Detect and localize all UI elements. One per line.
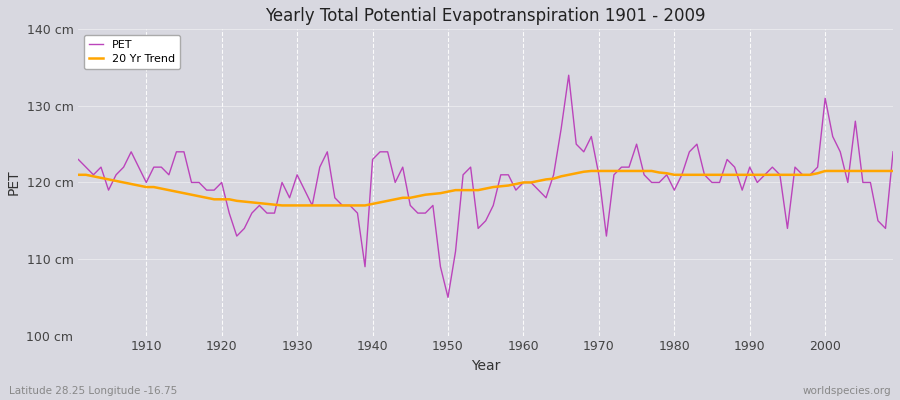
PET xyxy=(73,157,84,162)
PET xyxy=(133,165,144,170)
PET xyxy=(300,188,310,192)
20 Yr Trend xyxy=(133,183,144,188)
20 Yr Trend xyxy=(586,168,597,173)
PET xyxy=(887,150,898,154)
20 Yr Trend xyxy=(307,203,318,208)
20 Yr Trend xyxy=(526,180,536,185)
PET xyxy=(345,203,356,208)
20 Yr Trend xyxy=(887,168,898,173)
20 Yr Trend xyxy=(518,180,529,185)
Title: Yearly Total Potential Evapotranspiration 1901 - 2009: Yearly Total Potential Evapotranspiratio… xyxy=(266,7,706,25)
20 Yr Trend xyxy=(276,203,287,208)
Legend: PET, 20 Yr Trend: PET, 20 Yr Trend xyxy=(84,35,180,70)
Text: worldspecies.org: worldspecies.org xyxy=(803,386,891,396)
PET xyxy=(624,165,634,170)
Y-axis label: PET: PET xyxy=(7,170,21,195)
PET xyxy=(443,295,454,300)
20 Yr Trend xyxy=(73,172,84,177)
Line: PET: PET xyxy=(78,75,893,297)
X-axis label: Year: Year xyxy=(471,359,500,373)
Line: 20 Yr Trend: 20 Yr Trend xyxy=(78,171,893,206)
PET xyxy=(563,73,574,78)
20 Yr Trend xyxy=(624,168,634,173)
20 Yr Trend xyxy=(352,203,363,208)
Text: Latitude 28.25 Longitude -16.75: Latitude 28.25 Longitude -16.75 xyxy=(9,386,177,396)
PET xyxy=(526,180,536,185)
PET xyxy=(518,180,529,185)
